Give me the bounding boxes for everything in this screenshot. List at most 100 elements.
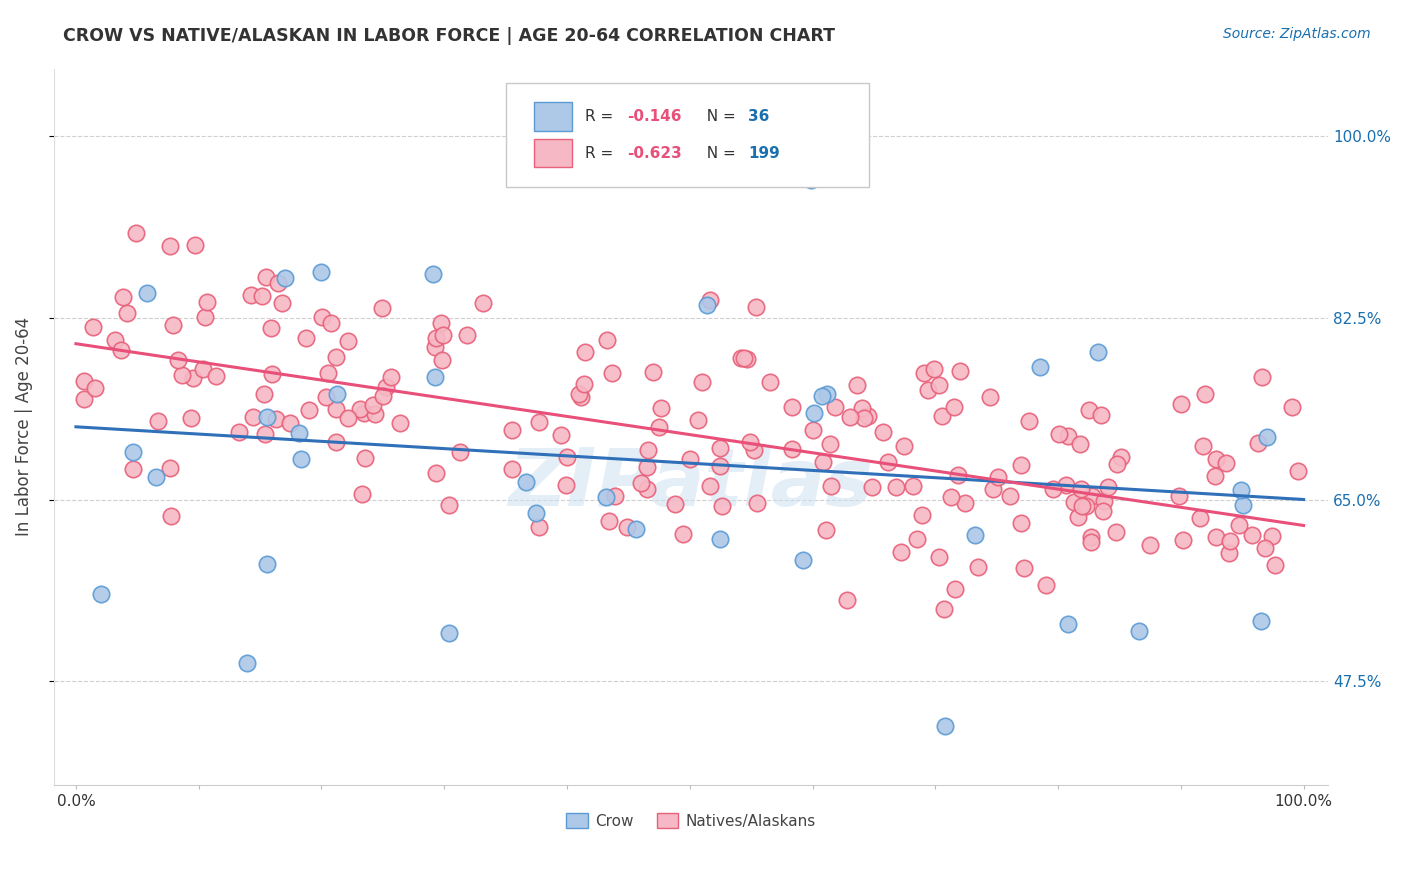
Point bbox=[922, 362, 945, 376]
Point bbox=[267, 276, 290, 290]
Point bbox=[253, 426, 276, 441]
Point bbox=[1071, 499, 1094, 513]
Point bbox=[112, 290, 135, 304]
Point bbox=[236, 656, 259, 670]
Point bbox=[1264, 558, 1286, 572]
Point bbox=[103, 334, 125, 348]
Point bbox=[1128, 624, 1150, 638]
Point bbox=[1107, 457, 1129, 471]
Point bbox=[527, 415, 550, 429]
Point bbox=[851, 401, 873, 415]
Point bbox=[82, 320, 104, 334]
Point bbox=[180, 411, 202, 425]
Point bbox=[349, 401, 371, 416]
Point bbox=[240, 287, 263, 301]
Y-axis label: In Labor Force | Age 20-64: In Labor Force | Age 20-64 bbox=[15, 318, 32, 536]
Point bbox=[456, 328, 478, 343]
Point bbox=[1227, 518, 1250, 533]
Point bbox=[811, 455, 834, 469]
Point bbox=[350, 487, 373, 501]
Point bbox=[1230, 483, 1253, 497]
Point bbox=[917, 384, 939, 398]
Point bbox=[205, 368, 228, 383]
Point bbox=[278, 416, 301, 430]
Text: -0.623: -0.623 bbox=[627, 145, 682, 161]
Point bbox=[136, 285, 159, 300]
Point bbox=[270, 296, 292, 310]
Text: R =: R = bbox=[585, 145, 619, 161]
Point bbox=[432, 352, 454, 367]
Point bbox=[84, 381, 107, 395]
Point bbox=[1247, 435, 1270, 450]
Point bbox=[550, 428, 572, 442]
Point bbox=[315, 390, 337, 404]
Point bbox=[981, 482, 1004, 496]
Point bbox=[353, 451, 375, 466]
Point bbox=[569, 390, 592, 404]
Point bbox=[425, 466, 447, 480]
Point bbox=[641, 365, 664, 379]
Text: ZIPatlas: ZIPatlas bbox=[509, 445, 873, 523]
Point bbox=[1042, 482, 1064, 496]
Point bbox=[228, 425, 250, 440]
Point bbox=[73, 374, 96, 388]
Point bbox=[901, 479, 924, 493]
Point bbox=[699, 293, 721, 307]
Point bbox=[934, 718, 956, 732]
Point bbox=[1090, 408, 1112, 422]
Point bbox=[650, 401, 672, 415]
Point bbox=[110, 343, 132, 357]
Point bbox=[630, 476, 652, 491]
Point bbox=[596, 333, 619, 347]
Point bbox=[1219, 533, 1241, 548]
Point bbox=[423, 340, 446, 354]
Point bbox=[191, 361, 214, 376]
Point bbox=[167, 352, 190, 367]
Point bbox=[745, 300, 768, 314]
Point bbox=[1014, 560, 1036, 574]
Point bbox=[439, 626, 461, 640]
Point bbox=[942, 400, 965, 414]
Point bbox=[555, 450, 578, 465]
Point bbox=[860, 480, 883, 494]
Point bbox=[1081, 489, 1104, 503]
Point bbox=[780, 442, 803, 456]
Point bbox=[501, 424, 523, 438]
Point bbox=[1218, 545, 1240, 559]
Point bbox=[422, 267, 444, 281]
Point bbox=[1097, 480, 1119, 494]
Point bbox=[818, 437, 841, 451]
Point bbox=[184, 238, 207, 252]
Point bbox=[1192, 439, 1215, 453]
Text: 199: 199 bbox=[748, 145, 780, 161]
Point bbox=[262, 367, 284, 381]
Point bbox=[254, 270, 277, 285]
Point bbox=[1070, 483, 1092, 497]
Point bbox=[256, 409, 278, 424]
Point bbox=[337, 410, 360, 425]
Point bbox=[856, 409, 879, 423]
FancyBboxPatch shape bbox=[506, 83, 869, 186]
Point bbox=[253, 386, 276, 401]
Point bbox=[1240, 528, 1263, 542]
Point bbox=[1074, 499, 1097, 513]
Point bbox=[159, 239, 181, 253]
Point bbox=[1087, 344, 1109, 359]
Point bbox=[1105, 524, 1128, 539]
Point bbox=[1194, 387, 1216, 401]
Point bbox=[1260, 529, 1282, 543]
Point bbox=[872, 425, 894, 439]
Point bbox=[1256, 430, 1278, 444]
Point bbox=[803, 423, 825, 437]
Point bbox=[598, 515, 620, 529]
Point bbox=[912, 366, 935, 380]
Point bbox=[125, 226, 148, 240]
Point bbox=[815, 387, 838, 401]
Point bbox=[949, 363, 972, 377]
Point bbox=[979, 390, 1001, 404]
Point bbox=[1057, 429, 1080, 443]
Point bbox=[311, 310, 333, 325]
Point bbox=[1215, 456, 1237, 470]
Point bbox=[298, 402, 321, 417]
Point bbox=[1080, 535, 1102, 549]
